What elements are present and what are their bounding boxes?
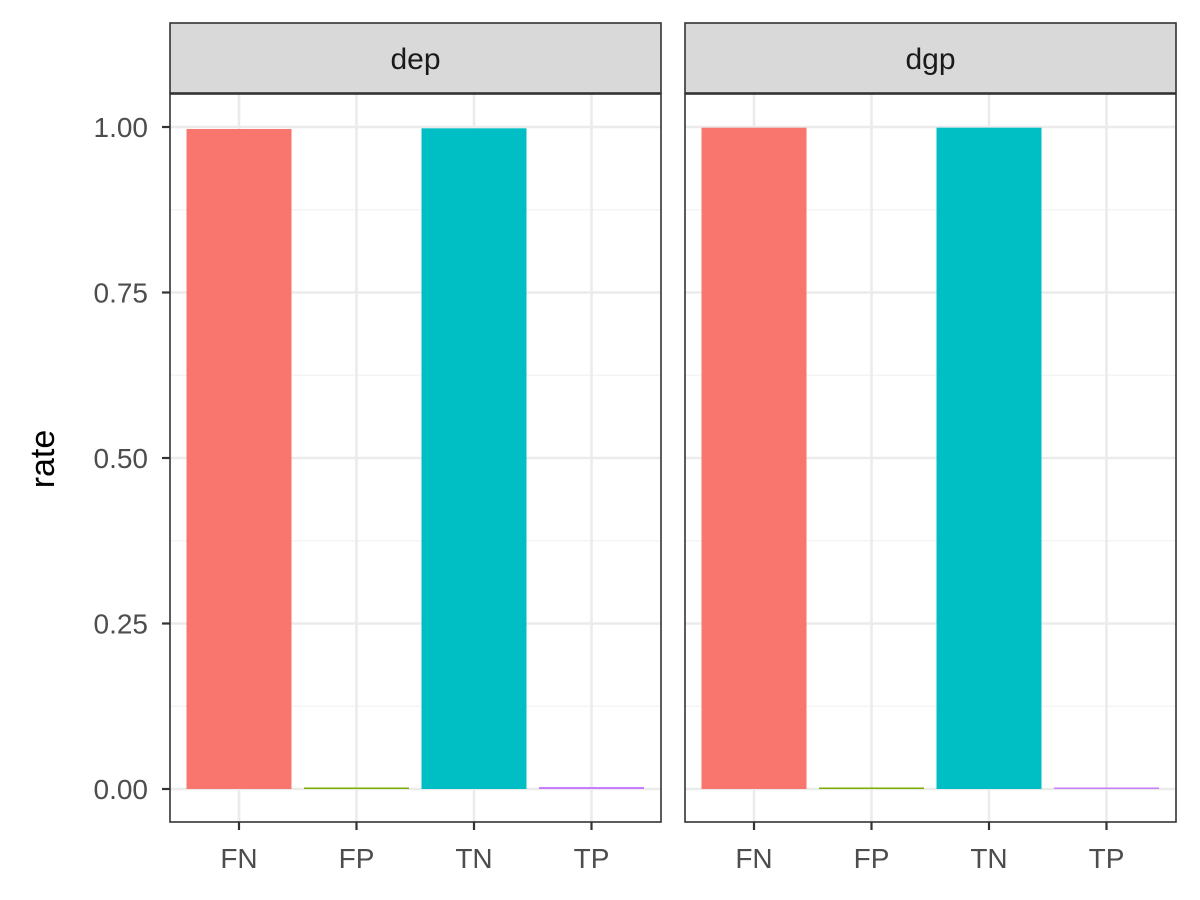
bar-dep-TN: [421, 128, 527, 790]
panel-border: [684, 93, 1177, 823]
x-tick-label: TP: [574, 843, 610, 874]
bar-dgp-FN: [701, 127, 807, 790]
y-tick-label: 1.00: [94, 112, 149, 143]
bar-dep-FN: [186, 128, 292, 790]
facet-strip-label: dgp: [905, 43, 955, 76]
y-tick-label: 0.50: [94, 443, 149, 474]
x-tick-label: TN: [970, 843, 1007, 874]
facet-panel-dgp: dgp FN FP TN TP: [684, 22, 1177, 874]
x-tick-label: FN: [220, 843, 257, 874]
facet-panels: dep FN FP TN TP dgp FN FP TN TP: [169, 22, 1177, 874]
facet-strip-label: dep: [390, 43, 440, 76]
y-axis-title: rate: [24, 430, 62, 489]
x-tick-label: FP: [854, 843, 890, 874]
facet-panel-dep: dep FN FP TN TP: [169, 22, 662, 874]
bar-dgp-FP: [819, 787, 924, 789]
facet-strip: [684, 22, 1177, 94]
bar-dgp-TN: [936, 127, 1042, 790]
panel-border: [169, 93, 662, 823]
bar-dep-FP: [304, 787, 409, 789]
y-tick-label: 0.00: [94, 774, 149, 805]
x-tick-label: TN: [455, 843, 492, 874]
bar-dep-TP: [539, 787, 644, 789]
facet-strip: [169, 22, 662, 94]
x-tick-label: FP: [339, 843, 375, 874]
x-tick-label: FN: [735, 843, 772, 874]
bar-dgp-TP: [1054, 787, 1159, 789]
y-axis: 0.00 0.25 0.50 0.75 1.00: [94, 112, 170, 805]
y-tick-label: 0.25: [94, 609, 149, 640]
x-tick-label: TP: [1089, 843, 1125, 874]
y-tick-label: 0.75: [94, 278, 149, 309]
